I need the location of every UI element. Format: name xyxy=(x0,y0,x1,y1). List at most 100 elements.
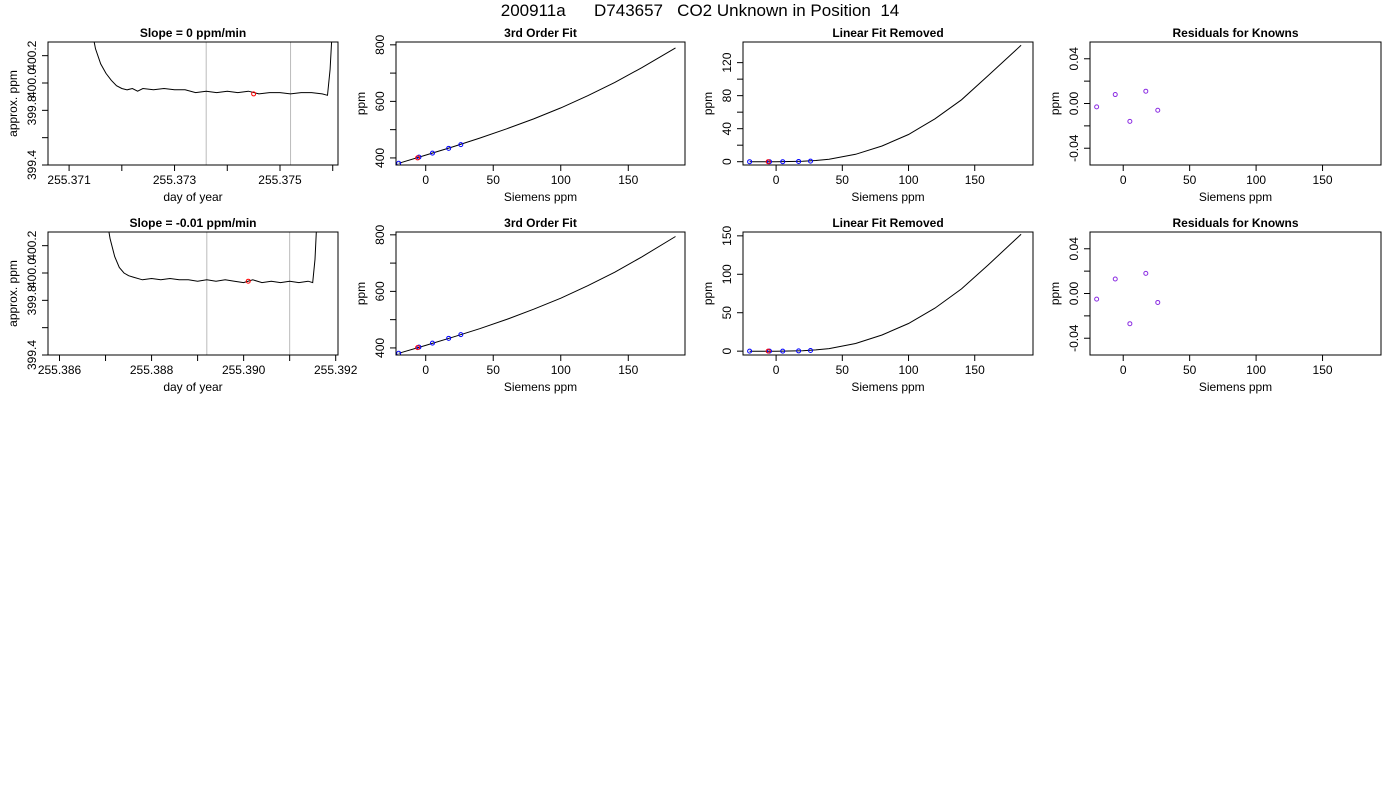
known-point xyxy=(458,142,464,148)
x-tick-label: 0 xyxy=(773,363,780,377)
x-axis-label: Siemens ppm xyxy=(504,190,577,204)
x-axis-label: Siemens ppm xyxy=(851,380,924,394)
chart-panel: Residuals for Knowns Siemens ppm ppm 0 50 100… xyxy=(1048,216,1382,394)
residual-point xyxy=(1127,118,1133,124)
x-tick-label: 0 xyxy=(422,363,429,377)
x-tick-label: 100 xyxy=(899,173,919,187)
x-tick-label: 255.392 xyxy=(314,363,358,377)
unknown-point xyxy=(251,91,257,97)
x-tick-label: 100 xyxy=(1246,363,1266,377)
y-tick-label: 0 xyxy=(720,348,734,355)
known-point xyxy=(458,332,464,338)
known-point xyxy=(429,150,435,156)
y-axis-label: ppm xyxy=(701,92,715,115)
x-tick-label: 50 xyxy=(1183,363,1197,377)
known-point xyxy=(796,348,802,354)
residual-point xyxy=(1094,104,1100,110)
x-tick-label: 150 xyxy=(618,363,638,377)
y-tick-label: 600 xyxy=(373,91,387,111)
plot-frame xyxy=(395,231,686,356)
y-axis-label: ppm xyxy=(354,92,368,115)
series-line xyxy=(93,42,333,96)
series-line xyxy=(108,232,317,284)
x-tick-label: 150 xyxy=(1313,363,1333,377)
plot-area xyxy=(93,42,333,165)
x-tick-label: 150 xyxy=(965,173,985,187)
y-axis-label: ppm xyxy=(1048,282,1062,305)
known-point xyxy=(780,348,786,354)
plot-area xyxy=(396,47,676,165)
unknown-point xyxy=(415,345,421,351)
x-axis-label: day of year xyxy=(163,380,222,394)
x-tick-label: 255.371 xyxy=(47,173,91,187)
y-tick-label: -0.04 xyxy=(1067,134,1081,162)
chart-panel: 3rd Order Fit Siemens ppm ppm 0 50 100 150 400 6… xyxy=(354,26,686,204)
chart-title: Slope = 0 ppm/min xyxy=(140,26,246,40)
page-title: 200911a D743657 CO2 Unknown in Position … xyxy=(500,1,900,20)
y-tick-label: 400 xyxy=(373,338,387,358)
y-tick-label: 0.00 xyxy=(1067,281,1081,305)
x-tick-label: 0 xyxy=(422,173,429,187)
known-point xyxy=(446,335,452,341)
y-tick-label: 0 xyxy=(720,158,734,165)
y-tick-label: 399.4 xyxy=(25,340,39,370)
known-point xyxy=(396,350,402,355)
plot-frame xyxy=(47,231,339,356)
chart-title: Linear Fit Removed xyxy=(832,216,943,230)
plot-area xyxy=(108,232,317,355)
y-axis-label: ppm xyxy=(701,282,715,305)
y-tick-label: -0.04 xyxy=(1067,324,1081,352)
x-tick-label: 100 xyxy=(551,173,571,187)
plot-area xyxy=(396,236,676,355)
x-tick-label: 150 xyxy=(1313,173,1333,187)
residual-point xyxy=(1155,107,1161,113)
residual-point xyxy=(1112,276,1118,282)
plot-frame xyxy=(742,41,1034,166)
y-tick-label: 150 xyxy=(720,226,734,246)
y-tick-label: 400.2 xyxy=(25,40,39,70)
unknown-point xyxy=(415,155,421,161)
chart-title: Slope = -0.01 ppm/min xyxy=(129,216,256,230)
x-tick-label: 50 xyxy=(1183,173,1197,187)
x-tick-label: 255.390 xyxy=(222,363,266,377)
chart-panel: Linear Fit Removed Siemens ppm ppm 0 50 100 15… xyxy=(701,216,1034,394)
fit-curve xyxy=(398,236,676,354)
residual-point xyxy=(1143,88,1149,94)
x-tick-label: 150 xyxy=(965,363,985,377)
plot-frame xyxy=(1089,231,1382,356)
y-tick-label: 400.0 xyxy=(25,258,39,288)
plot-area xyxy=(1094,270,1161,327)
chart-title: 3rd Order Fit xyxy=(504,216,577,230)
unknown-point xyxy=(765,348,771,354)
y-tick-label: 50 xyxy=(720,306,734,320)
y-tick-label: 400.2 xyxy=(25,230,39,260)
y-tick-label: 120 xyxy=(720,52,734,72)
y-axis-label: approx. ppm xyxy=(6,70,20,137)
plot-frame xyxy=(395,41,686,166)
known-point xyxy=(780,159,786,165)
plot-frame xyxy=(742,231,1034,356)
plot-frame xyxy=(1089,41,1382,166)
known-point xyxy=(747,348,753,354)
y-tick-label: 40 xyxy=(720,122,734,136)
x-tick-label: 100 xyxy=(551,363,571,377)
known-point xyxy=(396,160,402,165)
y-tick-label: 0.00 xyxy=(1067,91,1081,115)
known-point xyxy=(796,158,802,164)
y-tick-label: 0.04 xyxy=(1067,47,1081,71)
residual-point xyxy=(1094,296,1100,302)
x-tick-label: 100 xyxy=(1246,173,1266,187)
residual-point xyxy=(1143,270,1149,276)
chart-panel: Linear Fit Removed Siemens ppm ppm 0 50 100 15… xyxy=(701,26,1034,204)
x-tick-label: 50 xyxy=(836,363,850,377)
y-axis-label: approx. ppm xyxy=(6,260,20,327)
chart-panel: Slope = 0 ppm/min day of year approx. ppm 2… xyxy=(6,26,339,204)
chart-title: Linear Fit Removed xyxy=(832,26,943,40)
residual-point xyxy=(1127,321,1133,327)
x-tick-label: 100 xyxy=(899,363,919,377)
x-tick-label: 50 xyxy=(487,173,501,187)
known-point xyxy=(446,145,452,151)
fit-curve xyxy=(398,47,676,164)
plot-area xyxy=(747,233,1022,354)
